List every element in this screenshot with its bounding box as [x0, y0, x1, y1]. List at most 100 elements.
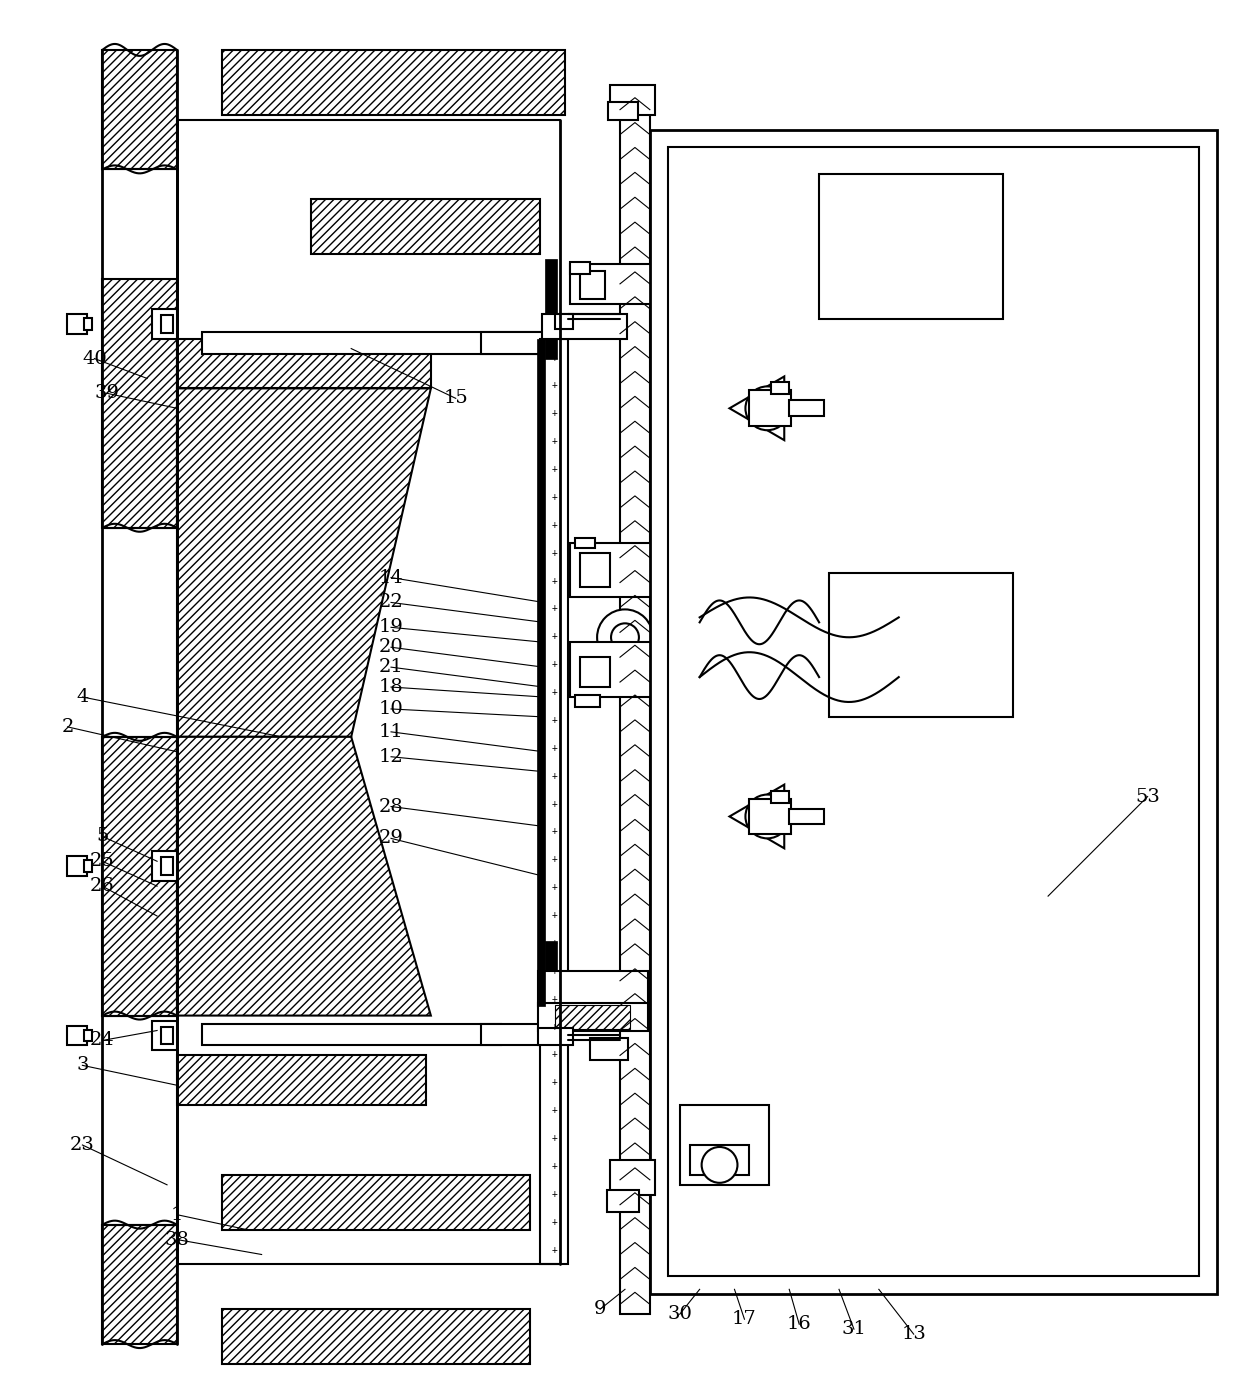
Bar: [311, 200, 541, 254]
Text: 18: 18: [378, 678, 403, 696]
Text: 16: 16: [787, 1315, 811, 1333]
Bar: [84, 861, 92, 872]
Bar: [610, 1160, 655, 1194]
Bar: [771, 383, 789, 394]
Text: 22: 22: [378, 594, 403, 612]
Bar: [202, 1024, 501, 1045]
Bar: [222, 1175, 531, 1229]
Text: +: +: [552, 687, 557, 697]
Text: 20: 20: [378, 638, 403, 657]
Bar: [830, 573, 1013, 717]
Text: 21: 21: [378, 658, 403, 676]
Bar: [556, 314, 573, 328]
Text: +: +: [552, 352, 557, 363]
Bar: [580, 553, 610, 588]
Text: 12: 12: [378, 747, 403, 766]
Text: +: +: [552, 631, 557, 641]
Text: +: +: [552, 576, 557, 585]
Text: +: +: [552, 799, 557, 809]
Text: 3: 3: [76, 1056, 89, 1074]
Text: +: +: [552, 743, 557, 753]
Bar: [222, 1309, 531, 1363]
Text: 14: 14: [378, 569, 403, 587]
Text: +: +: [552, 1105, 557, 1115]
Text: +: +: [552, 965, 557, 975]
Text: +: +: [552, 1217, 557, 1227]
Text: +: +: [552, 771, 557, 781]
Bar: [161, 858, 174, 875]
Text: +: +: [552, 1021, 557, 1031]
Bar: [84, 1030, 92, 1041]
Bar: [67, 1025, 87, 1045]
Bar: [749, 799, 791, 834]
Bar: [771, 791, 789, 802]
Bar: [153, 309, 177, 338]
Text: +: +: [552, 464, 557, 474]
Bar: [680, 1105, 769, 1185]
Bar: [481, 1024, 560, 1045]
Bar: [153, 851, 177, 882]
Bar: [789, 809, 825, 824]
Text: +: +: [552, 380, 557, 390]
Bar: [546, 942, 557, 1041]
Text: 19: 19: [378, 619, 403, 636]
Bar: [537, 338, 546, 1006]
Circle shape: [611, 623, 639, 651]
Text: 10: 10: [378, 700, 403, 718]
Polygon shape: [729, 785, 784, 848]
Bar: [177, 338, 430, 388]
Text: 17: 17: [732, 1310, 756, 1329]
Bar: [103, 1225, 177, 1344]
Text: 13: 13: [901, 1326, 926, 1343]
Bar: [570, 264, 689, 303]
Text: 31: 31: [842, 1320, 867, 1338]
Text: +: +: [552, 855, 557, 865]
Text: +: +: [552, 520, 557, 529]
Bar: [749, 390, 791, 426]
Text: 53: 53: [1135, 788, 1161, 806]
Text: +: +: [552, 827, 557, 837]
Text: +: +: [552, 715, 557, 725]
Text: +: +: [552, 1133, 557, 1143]
Text: 9: 9: [594, 1301, 606, 1319]
Text: +: +: [552, 909, 557, 921]
Text: 2: 2: [61, 718, 73, 736]
Bar: [610, 85, 655, 115]
Bar: [103, 279, 177, 528]
Bar: [542, 314, 627, 338]
Text: 1: 1: [171, 1206, 184, 1224]
Bar: [570, 542, 699, 598]
Text: +: +: [552, 408, 557, 418]
Bar: [556, 1004, 630, 1028]
Text: 30: 30: [667, 1305, 692, 1323]
Bar: [67, 856, 87, 876]
Text: 40: 40: [82, 349, 107, 367]
Bar: [668, 148, 1199, 1277]
Bar: [689, 1146, 749, 1175]
Text: +: +: [552, 937, 557, 949]
Text: +: +: [552, 548, 557, 557]
Text: +: +: [552, 604, 557, 613]
Text: 15: 15: [444, 390, 469, 408]
Bar: [608, 1190, 639, 1211]
Bar: [575, 696, 600, 707]
Bar: [570, 643, 699, 697]
Circle shape: [745, 387, 789, 430]
Text: 29: 29: [378, 830, 403, 848]
Bar: [580, 657, 610, 687]
Bar: [103, 736, 177, 1016]
Bar: [608, 102, 637, 120]
Bar: [67, 314, 87, 334]
Polygon shape: [177, 388, 430, 736]
Text: +: +: [552, 1189, 557, 1199]
Text: +: +: [552, 1077, 557, 1087]
Bar: [538, 1028, 573, 1045]
Polygon shape: [177, 736, 430, 1016]
Polygon shape: [729, 376, 784, 440]
Text: +: +: [552, 1161, 557, 1171]
Text: 39: 39: [94, 384, 120, 402]
Circle shape: [745, 795, 789, 838]
Text: +: +: [552, 1049, 557, 1059]
Text: 38: 38: [165, 1231, 190, 1249]
Text: +: +: [552, 1245, 557, 1255]
